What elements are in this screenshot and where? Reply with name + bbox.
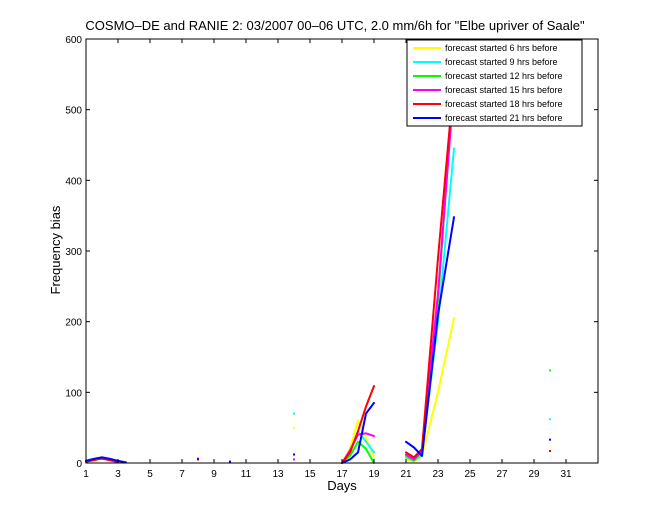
x-tick-label: 23 [432,469,444,480]
series-line [405,147,455,462]
series [85,216,551,464]
x-tick-label: 27 [496,469,508,480]
series [85,78,551,464]
series-point [549,438,551,441]
y-tick-label: 300 [65,247,82,258]
series-line [405,78,455,459]
y-tick-label: 400 [65,176,82,187]
series-line [341,401,375,464]
y-tick-label: 200 [65,318,82,329]
data-marks [85,76,551,464]
series-point [229,460,231,463]
x-tick-label: 31 [560,469,572,480]
y-axis-label: Frequency bias [48,205,63,294]
series-point [293,412,295,415]
y-tick-label: 0 [76,459,82,470]
x-tick-label: 11 [241,469,252,480]
series-line [341,440,375,464]
y-tick-label: 100 [65,388,82,399]
x-tick-label: 25 [464,469,476,480]
legend-entry: forecast started 21 hrs before [445,113,563,123]
series-line [405,76,455,462]
series [85,76,551,464]
x-tick-label: 3 [115,469,121,480]
x-tick-label: 29 [528,469,540,480]
x-tick-label: 5 [147,469,153,480]
x-tick-label: 15 [304,469,316,480]
series-line [405,83,455,461]
legend-entry: forecast started 18 hrs before [445,99,563,109]
series [85,147,551,464]
legend-entry: forecast started 9 hrs before [445,57,558,67]
y-tick-label: 500 [65,106,82,117]
series-point [549,418,551,421]
series-point [293,426,295,429]
series-point [293,458,295,461]
legend-entry: forecast started 15 hrs before [445,85,563,95]
axis-ticks: 1 3 5 7 9 11 13 15 17 19 21 23 25 27 29 310100200300400… [65,35,598,480]
x-tick-label: 17 [336,469,348,480]
series-point [549,369,551,372]
x-tick-label: 7 [179,469,185,480]
series [85,83,455,464]
x-tick-label: 21 [400,469,412,480]
series-line [405,216,455,457]
legend-entry: forecast started 6 hrs before [445,43,558,53]
legend-box [406,39,583,127]
x-tick-label: 19 [368,469,380,480]
x-tick-label: 13 [272,469,284,480]
chart-title: COSMO–DE and RANIE 2: 03/2007 00–06 UTC,… [85,18,585,33]
x-axis-label: Days [327,478,357,493]
series-point [293,453,295,456]
series-point [197,457,199,460]
series [85,317,455,464]
series-point [549,449,551,452]
x-tick-label: 9 [211,469,217,480]
y-tick-label: 600 [65,35,82,46]
legend: forecast started 6 hrs before forecast st… [406,39,583,127]
legend-entry: forecast started 12 hrs before [445,71,563,81]
x-tick-label: 1 [83,469,89,480]
series-line [341,385,375,464]
series-line [85,456,127,464]
